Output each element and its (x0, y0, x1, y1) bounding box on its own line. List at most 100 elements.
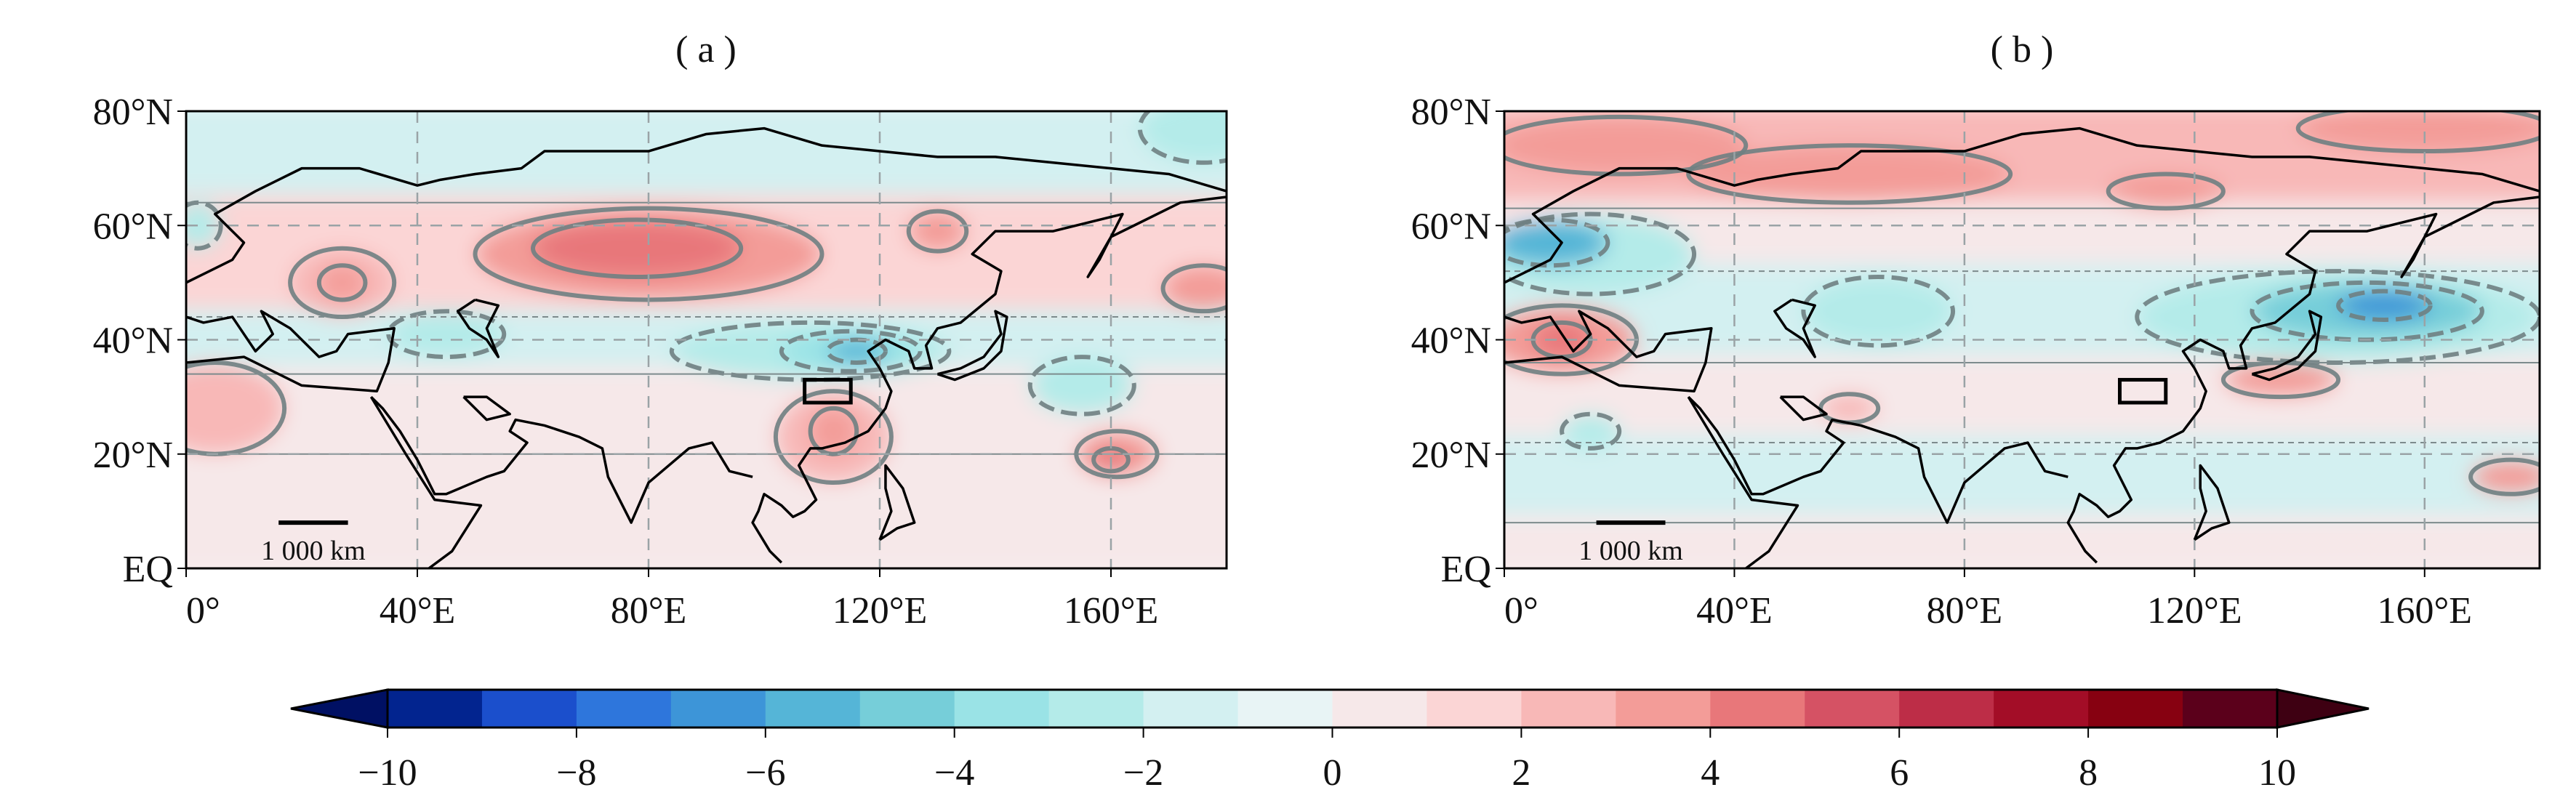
coastline (1687, 396, 1799, 568)
x-tick-label: 40°E (1696, 590, 1773, 632)
coastline (369, 396, 483, 568)
coastline (1504, 310, 1713, 393)
anomaly-blob (1562, 414, 1620, 448)
colorbar-tick-label: −4 (934, 752, 974, 794)
y-tick-label: 40°N (93, 321, 173, 362)
colorbar-segment (1048, 690, 1144, 728)
colorbar-segment (1427, 690, 1522, 728)
negative-contour (1027, 355, 1136, 416)
colorbar-segment (954, 690, 1050, 728)
anomaly-blob (1504, 219, 1608, 266)
map-area (1504, 111, 2540, 568)
y-tick-label: 80°N (1411, 92, 1491, 133)
colorbar-segment (1899, 690, 1994, 728)
x-tick-label: 160°E (1064, 590, 1159, 632)
colorbar-segment (1521, 690, 1616, 728)
coastline (1773, 298, 1816, 358)
anomaly-blob (2223, 362, 2339, 398)
colorbar-segment (576, 690, 672, 728)
anomaly-blob (1163, 265, 1227, 312)
negative-contour (386, 309, 507, 360)
positive-contour (531, 217, 744, 280)
colorbar-tick-label: 2 (1512, 752, 1530, 794)
coastline (456, 298, 500, 358)
anomaly-blob (533, 219, 742, 278)
negative-contour (1504, 217, 1610, 268)
positive-contour (2468, 457, 2540, 496)
x-tick-label: 80°E (611, 590, 687, 632)
anomaly-blob (2298, 111, 2540, 152)
coastline (2251, 310, 2323, 382)
negative-contour (1137, 111, 1227, 165)
colorbar-segment (1994, 690, 2089, 728)
colorbar-tick-label: −6 (745, 752, 785, 794)
anomaly-band (1504, 435, 2540, 531)
colorbar-tick-label: 0 (1323, 752, 1342, 794)
study-region-box (803, 378, 853, 405)
study-region-box (2117, 378, 2168, 405)
colorbar-tick-label: 8 (2079, 752, 2098, 794)
colorbar-segment (1332, 690, 1427, 728)
anomaly-blob (908, 211, 967, 251)
coastline (1779, 395, 1828, 422)
colorbar-tick-label: 6 (1890, 752, 1909, 794)
x-tick-label: 0° (186, 590, 220, 632)
panel-b-title: ( b ) (1991, 29, 2054, 70)
positive-contour (1504, 114, 1749, 177)
positive-contour (1160, 263, 1227, 314)
x-tick-label: 80°E (1927, 590, 2003, 632)
colorbar-segment (670, 690, 766, 728)
negative-contour (2336, 289, 2433, 322)
scale-bar-label: 1 000 km (261, 536, 366, 566)
panel-a-title: ( a ) (675, 29, 737, 70)
x-tick-label: 120°E (832, 590, 928, 632)
coastline (878, 464, 916, 541)
anomaly-band (1504, 515, 2540, 568)
anomaly-blob (1688, 145, 2011, 203)
x-tick-label: 40°E (380, 590, 456, 632)
positive-contour (906, 209, 969, 254)
positive-contour (2295, 111, 2540, 154)
y-tick-label: 20°N (1411, 435, 1491, 476)
y-tick-label: 60°N (1411, 206, 1491, 247)
colorbar-segment (1805, 690, 1900, 728)
anomaly-blob (318, 265, 366, 300)
positive-contour (316, 263, 368, 302)
negative-contour (1504, 211, 1697, 297)
colorbar-segment (2088, 690, 2183, 728)
colorbar-segment (2183, 690, 2278, 728)
colorbar-extend-high (2276, 688, 2370, 729)
negative-contour (1801, 275, 1956, 348)
colorbar-segment (1616, 690, 1711, 728)
anomaly-blob (2338, 291, 2431, 320)
coastline (186, 310, 396, 393)
coastline (751, 196, 1227, 564)
colorbar: −10 −8 −6 −4 −2 0 2 4 6 8 10 (290, 688, 2370, 794)
anomaly-blob (1803, 277, 1954, 346)
colorbar-segment (859, 690, 955, 728)
x-tick-label: 160°E (2377, 590, 2472, 632)
negative-contour (779, 329, 923, 374)
colorbar-tick-label: 10 (2258, 752, 2296, 794)
y-tick-label: 80°N (93, 92, 173, 133)
anomaly-blob (1504, 116, 1746, 174)
map-area (186, 111, 1227, 568)
colorbar-segment (1710, 690, 1805, 728)
positive-contour (773, 389, 894, 485)
negative-contour (825, 337, 888, 365)
y-tick-label: EQ (1441, 549, 1491, 590)
colorbar-segment (1143, 690, 1239, 728)
anomaly-blob (1030, 357, 1134, 414)
coastline (2193, 464, 2231, 541)
x-tick-label: 120°E (2147, 590, 2242, 632)
anomaly-blob (2471, 459, 2540, 494)
coastline (2066, 196, 2540, 564)
scale-bar-label: 1 000 km (1578, 536, 1683, 566)
anomaly-blob (186, 202, 221, 249)
coastline (936, 310, 1008, 382)
negative-contour (1560, 411, 1622, 451)
colorbar-tick-label: −2 (1123, 752, 1163, 794)
coastline (1687, 395, 2069, 524)
colorbar-tick-label: 4 (1701, 752, 1720, 794)
